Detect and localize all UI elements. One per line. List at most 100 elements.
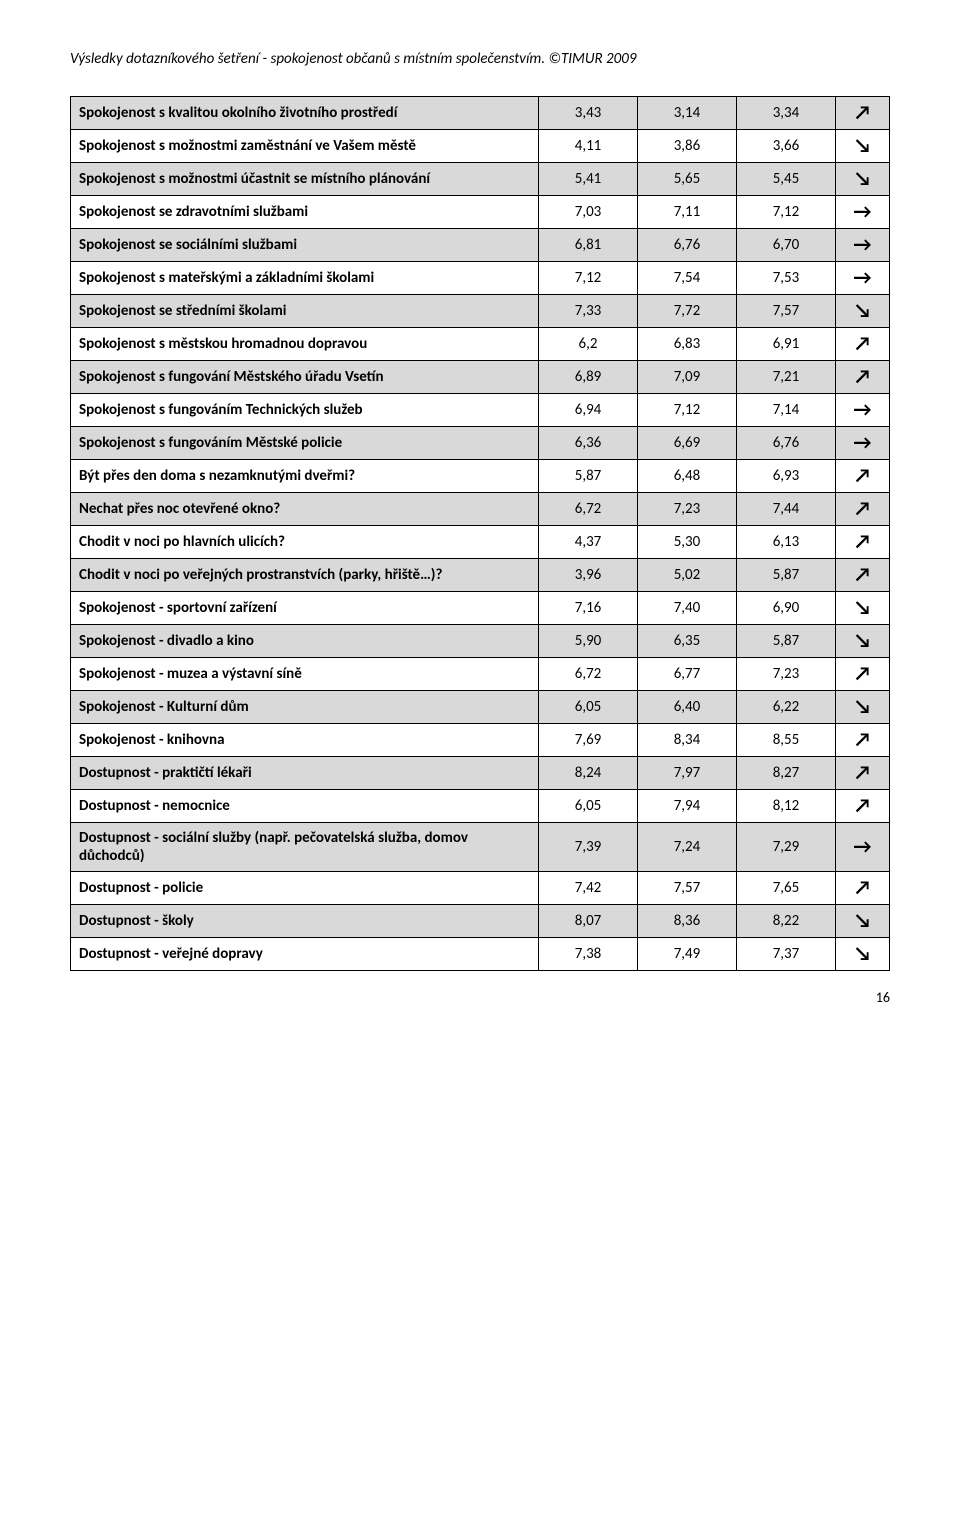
table-row: Nechat přes noc otevřené okno?6,727,237,… [71,493,890,526]
row-value: 7,40 [638,592,737,625]
table-row: Spokojenost - divadlo a kino5,906,355,87… [71,625,890,658]
row-value: 7,09 [638,361,737,394]
row-value: 6,81 [539,229,638,262]
table-row: Chodit v noci po hlavních ulicích?4,375,… [71,526,890,559]
row-value: 7,12 [736,196,835,229]
row-value: 6,05 [539,691,638,724]
row-value: 6,89 [539,361,638,394]
trend-arrow-icon: → [835,823,889,872]
table-row: Spokojenost s mateřskými a základními šk… [71,262,890,295]
row-label: Spokojenost s fungováním Technických slu… [71,394,539,427]
row-value: 3,66 [736,130,835,163]
row-value: 6,83 [638,328,737,361]
row-label: Dostupnost - veřejné dopravy [71,938,539,971]
trend-arrow-icon: ↘ [835,295,889,328]
table-row: Dostupnost - sociální služby (např. pečo… [71,823,890,872]
trend-arrow-icon: → [835,427,889,460]
trend-arrow-icon: ↘ [835,905,889,938]
trend-arrow-icon: ↗ [835,328,889,361]
row-label: Spokojenost - Kulturní dům [71,691,539,724]
row-value: 7,37 [736,938,835,971]
row-label: Spokojenost - divadlo a kino [71,625,539,658]
row-value: 7,57 [638,872,737,905]
row-label: Nechat přes noc otevřené okno? [71,493,539,526]
row-value: 7,24 [638,823,737,872]
row-value: 6,22 [736,691,835,724]
trend-arrow-icon: ↗ [835,460,889,493]
row-value: 3,43 [539,97,638,130]
row-value: 8,27 [736,757,835,790]
row-value: 3,14 [638,97,737,130]
row-value: 7,21 [736,361,835,394]
trend-arrow-icon: ↗ [835,724,889,757]
row-value: 5,30 [638,526,737,559]
row-value: 7,03 [539,196,638,229]
row-value: 7,97 [638,757,737,790]
row-value: 3,86 [638,130,737,163]
page-number: 16 [70,989,890,1006]
row-label: Spokojenost s mateřskými a základními šk… [71,262,539,295]
trend-arrow-icon: ↗ [835,872,889,905]
row-label: Spokojenost se sociálními službami [71,229,539,262]
row-value: 7,72 [638,295,737,328]
row-label: Dostupnost - policie [71,872,539,905]
row-value: 7,69 [539,724,638,757]
row-value: 7,38 [539,938,638,971]
row-value: 6,90 [736,592,835,625]
row-label: Spokojenost s možnostmi účastnit se míst… [71,163,539,196]
trend-arrow-icon: ↘ [835,938,889,971]
trend-arrow-icon: ↘ [835,592,889,625]
page-header: Výsledky dotazníkového šetření - spokoje… [70,50,890,68]
trend-arrow-icon: → [835,394,889,427]
trend-arrow-icon: ↘ [835,691,889,724]
trend-arrow-icon: ↘ [835,163,889,196]
row-label: Dostupnost - nemocnice [71,790,539,823]
row-value: 6,72 [539,493,638,526]
row-label: Spokojenost - sportovní zařízení [71,592,539,625]
table-row: Spokojenost s fungováním Technických slu… [71,394,890,427]
table-row: Spokojenost s fungováním Městské policie… [71,427,890,460]
satisfaction-table: Spokojenost s kvalitou okolního životníh… [70,96,890,971]
table-row: Spokojenost - knihovna7,698,348,55↗ [71,724,890,757]
table-row: Dostupnost - praktičtí lékaři8,247,978,2… [71,757,890,790]
row-value: 7,65 [736,872,835,905]
table-row: Být přes den doma s nezamknutými dveřmi?… [71,460,890,493]
row-value: 7,12 [539,262,638,295]
row-value: 7,49 [638,938,737,971]
row-label: Chodit v noci po veřejných prostranstvíc… [71,559,539,592]
row-value: 7,14 [736,394,835,427]
trend-arrow-icon: ↗ [835,790,889,823]
table-row: Spokojenost s možnostmi účastnit se míst… [71,163,890,196]
row-value: 6,2 [539,328,638,361]
row-value: 8,36 [638,905,737,938]
row-value: 8,34 [638,724,737,757]
trend-arrow-icon: ↗ [835,526,889,559]
row-label: Spokojenost s možnostmi zaměstnání ve Va… [71,130,539,163]
row-value: 3,34 [736,97,835,130]
row-value: 8,24 [539,757,638,790]
row-value: 7,33 [539,295,638,328]
row-value: 7,94 [638,790,737,823]
row-label: Být přes den doma s nezamknutými dveřmi? [71,460,539,493]
row-value: 6,48 [638,460,737,493]
trend-arrow-icon: → [835,262,889,295]
row-value: 6,77 [638,658,737,691]
row-value: 7,42 [539,872,638,905]
row-label: Spokojenost s fungováním Městské policie [71,427,539,460]
row-label: Dostupnost - sociální služby (např. pečo… [71,823,539,872]
row-value: 7,57 [736,295,835,328]
trend-arrow-icon: ↗ [835,97,889,130]
table-row: Spokojenost - Kulturní dům6,056,406,22↘ [71,691,890,724]
table-row: Spokojenost s kvalitou okolního životníh… [71,97,890,130]
row-value: 7,39 [539,823,638,872]
row-label: Dostupnost - školy [71,905,539,938]
row-label: Spokojenost s kvalitou okolního životníh… [71,97,539,130]
row-value: 7,23 [638,493,737,526]
table-row: Spokojenost s fungování Městského úřadu … [71,361,890,394]
row-value: 6,76 [638,229,737,262]
row-value: 7,11 [638,196,737,229]
row-value: 5,65 [638,163,737,196]
row-value: 7,16 [539,592,638,625]
row-value: 6,40 [638,691,737,724]
trend-arrow-icon: ↘ [835,625,889,658]
